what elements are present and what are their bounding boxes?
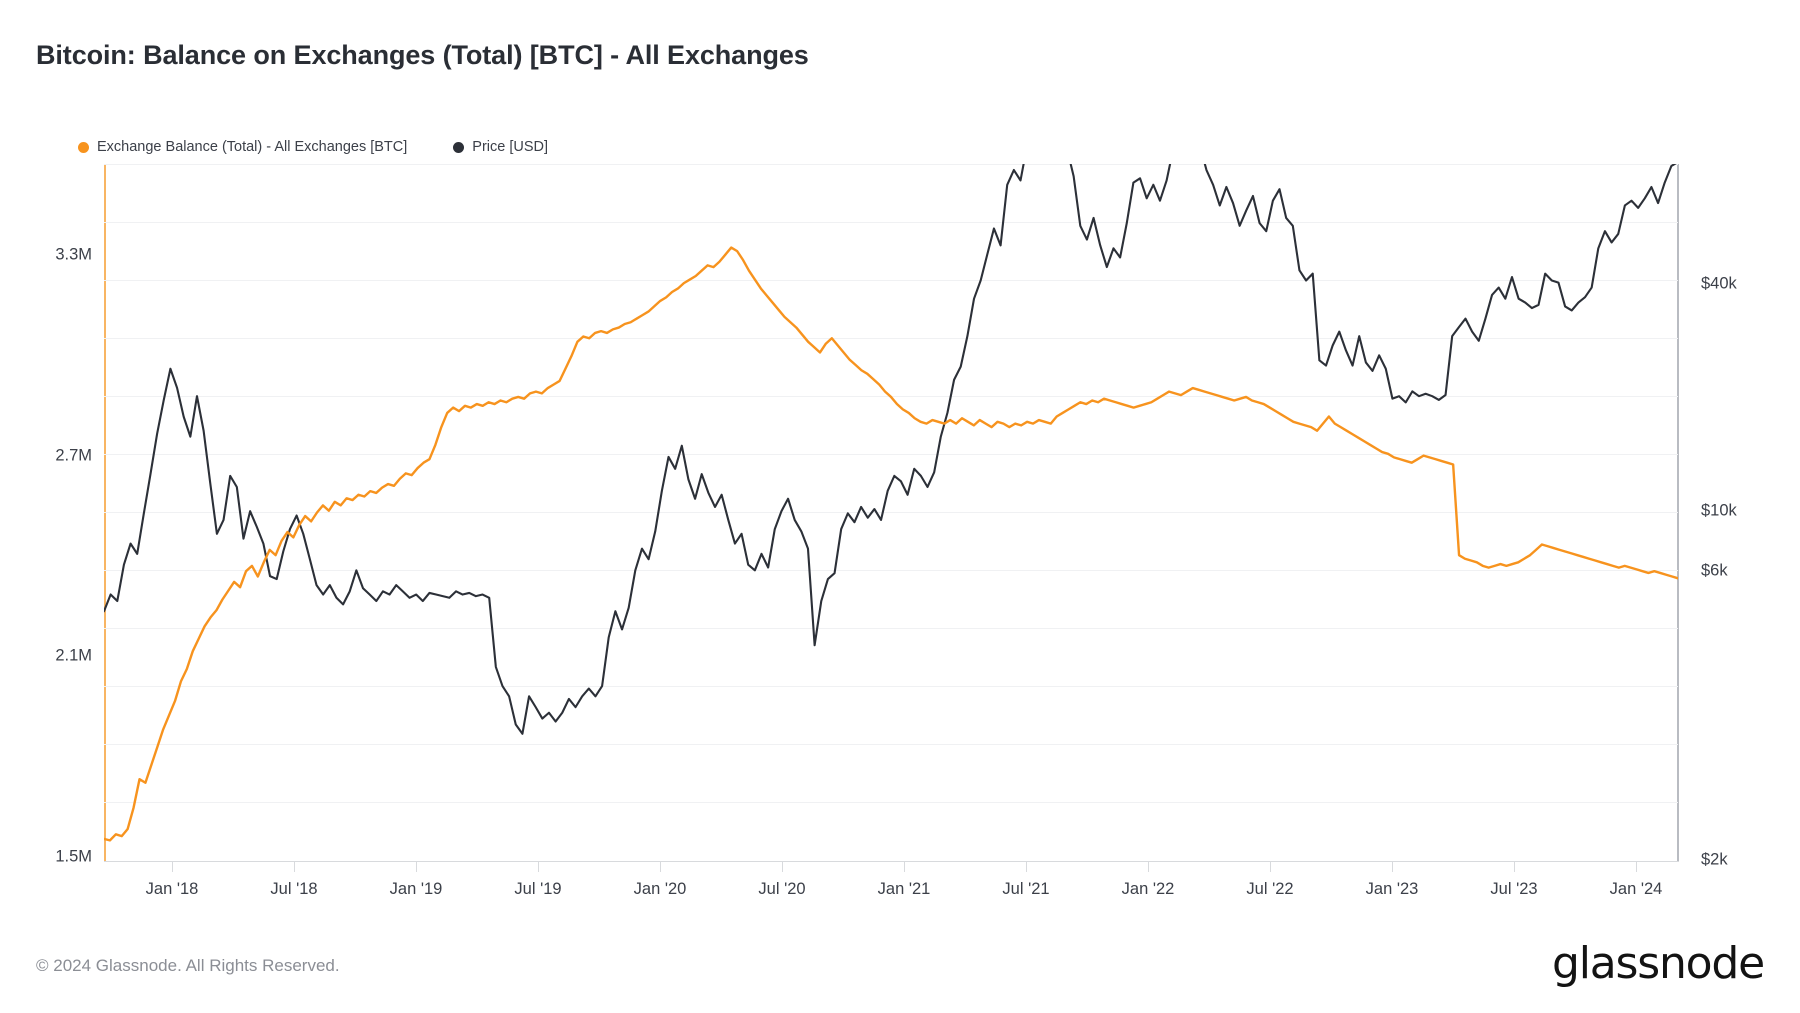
y-axis-right-tick-label: $2k xyxy=(1701,850,1728,869)
y-axis-left-tick-label: 3.3M xyxy=(55,245,92,264)
x-axis-tick-mark xyxy=(782,862,783,872)
x-axis-tick-mark xyxy=(1270,862,1271,872)
series-line-exchange-balance xyxy=(104,246,1678,842)
x-axis-tick-label: Jan '19 xyxy=(389,880,443,898)
y-axis-right-tick-label: $40k xyxy=(1701,274,1737,293)
y-axis-right: $40k $10k $6k $2k xyxy=(1701,0,1800,1013)
x-axis-tick-label: Jan '18 xyxy=(145,880,199,898)
x-axis-tick-label: Jan '20 xyxy=(633,880,687,898)
x-axis-tick-mark xyxy=(904,862,905,872)
x-axis-tick-mark xyxy=(172,862,173,872)
x-axis-tick-mark xyxy=(1636,862,1637,872)
y-axis-left-tick-label: 2.7M xyxy=(55,446,92,465)
legend-item-label: Price [USD] xyxy=(472,139,549,155)
x-axis-tick-mark xyxy=(294,862,295,872)
y-axis-left-tick-label: 2.1M xyxy=(55,646,92,665)
series-line-price xyxy=(104,164,1677,735)
page-title: Bitcoin: Balance on Exchanges (Total) [B… xyxy=(36,40,809,70)
x-axis-tick-mark xyxy=(538,862,539,872)
x-axis-tick-label: Jan '24 xyxy=(1609,880,1663,898)
x-axis-tick-label: Jul '18 xyxy=(270,880,318,898)
x-axis-tick-mark xyxy=(1026,862,1027,872)
chart-canvas xyxy=(104,164,1678,842)
x-axis-tick-label: Jan '21 xyxy=(877,880,931,898)
x-axis-tick-mark xyxy=(1514,862,1515,872)
copyright-text: © 2024 Glassnode. All Rights Reserved. xyxy=(36,956,340,975)
y-axis-left: 3.3M 2.7M 2.1M 1.5M xyxy=(0,0,92,1013)
x-axis-line xyxy=(104,861,1679,862)
legend-item-exchange-balance[interactable]: Exchange Balance (Total) - All Exchanges… xyxy=(78,139,407,155)
x-axis-tick-label: Jul '22 xyxy=(1246,880,1294,898)
x-axis-tick-label: Jul '19 xyxy=(514,880,562,898)
x-axis-tick-label: Jul '20 xyxy=(758,880,806,898)
y-axis-right-tick-label: $10k xyxy=(1701,501,1737,520)
legend-color-swatch-black-icon xyxy=(453,141,465,153)
plot-area[interactable] xyxy=(104,164,1678,861)
x-axis-tick-mark xyxy=(1392,862,1393,872)
x-axis-tick-label: Jul '21 xyxy=(1002,880,1050,898)
x-axis-tick-mark xyxy=(1148,862,1149,872)
x-axis-tick-mark xyxy=(660,862,661,872)
x-axis-tick-label: Jan '22 xyxy=(1121,880,1175,898)
y-axis-right-tick-label: $6k xyxy=(1701,561,1728,580)
chart-legend: Exchange Balance (Total) - All Exchanges… xyxy=(78,138,548,156)
x-axis-tick-label: Jan '23 xyxy=(1365,880,1419,898)
x-axis-tick-label: Jul '23 xyxy=(1490,880,1538,898)
legend-item-price[interactable]: Price [USD] xyxy=(453,139,548,155)
legend-color-swatch-orange-icon xyxy=(78,141,89,153)
x-axis-tick-mark xyxy=(416,862,417,872)
legend-item-label: Exchange Balance (Total) - All Exchanges… xyxy=(97,139,408,155)
y-axis-left-tick-label: 1.5M xyxy=(55,847,92,866)
glassnode-logo: glassnode xyxy=(1552,938,1765,989)
